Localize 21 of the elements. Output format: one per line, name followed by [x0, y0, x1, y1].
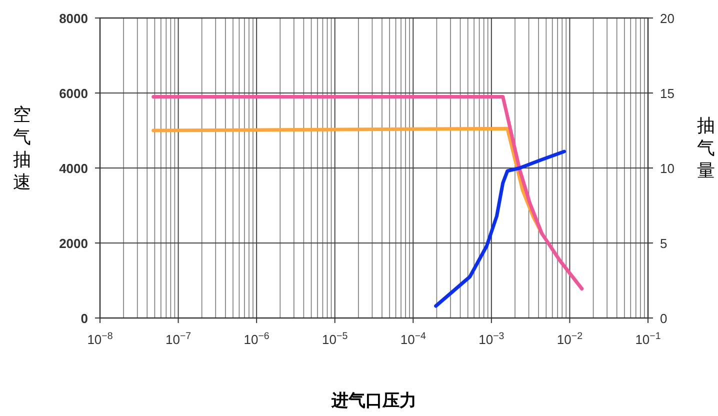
y2-tick-label: 10 — [660, 161, 674, 176]
y-tick-label: 4000 — [59, 161, 88, 176]
x-tick-label: 10$^{−6}$ — [244, 330, 270, 347]
x-tick-label: 10$^{−8}$ — [87, 330, 113, 347]
y2-tick-label: 0 — [660, 311, 668, 326]
x-tick-label: 10$^{−5}$ — [322, 330, 348, 347]
x-tick-label: 10$^{−7}$ — [165, 330, 192, 347]
x-tick-label: 10$^{−3}$ — [478, 330, 504, 347]
x-axis-title: 进气口压力 — [330, 391, 416, 410]
y-tick-label: 8000 — [59, 11, 88, 26]
x-tick-label: 10$^{−2}$ — [556, 330, 583, 347]
x-tick-label: 10$^{−1}$ — [635, 330, 661, 347]
y2-axis-title: 抽气量 — [697, 116, 715, 180]
y2-tick-label: 5 — [660, 236, 668, 251]
y-tick-label: 2000 — [59, 236, 88, 251]
y2-tick-label: 20 — [660, 11, 674, 26]
y-tick-label: 0 — [80, 311, 88, 326]
x-tick-label: 10$^{−4}$ — [400, 330, 427, 347]
y-tick-label: 6000 — [59, 86, 88, 101]
y-axis-title: 空气抽速 — [13, 104, 31, 192]
y2-tick-label: 15 — [660, 86, 674, 101]
